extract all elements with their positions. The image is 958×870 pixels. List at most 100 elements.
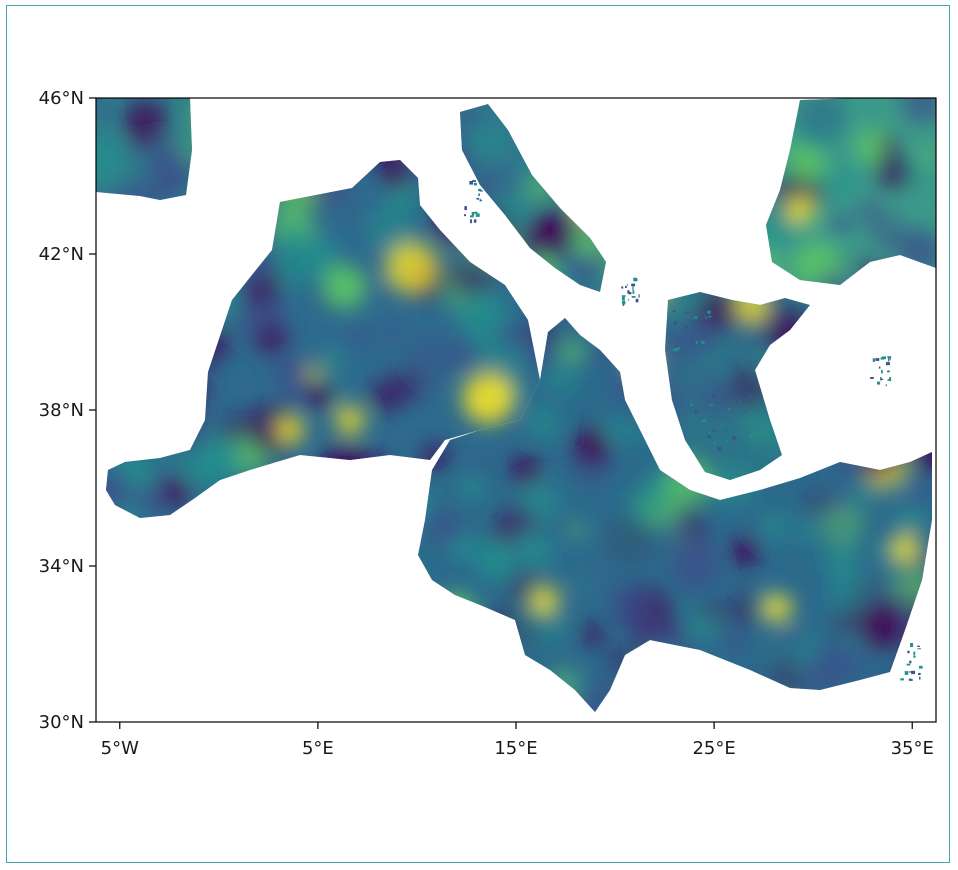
coast-speckle [638,294,640,298]
value-blotch [869,213,909,253]
coast-speckle [677,347,681,350]
value-blotch [797,519,818,540]
coast-speckle [709,431,711,434]
value-hotspot [531,586,559,614]
coast-speckle [631,296,636,298]
value-blotch [670,293,692,315]
coast-speckle [913,655,916,658]
value-blotch [828,571,874,617]
value-blotch [717,626,747,656]
coast-speckle [479,190,483,192]
value-blotch [322,265,367,309]
x-tick-label: 25°E [692,738,735,759]
coast-speckle [671,349,673,351]
coast-speckle [875,358,880,361]
coast-speckle [701,340,705,345]
value-blotch [271,354,295,378]
value-lowspot [731,538,759,566]
value-blotch [874,154,911,190]
value-blotch [576,427,609,461]
coast-speckle [880,378,884,380]
coast-speckle [887,357,890,362]
value-blotch [456,287,506,337]
value-blotch [703,604,722,623]
value-blotch [382,320,408,346]
value-blotch [428,509,464,545]
value-blotch [390,368,425,403]
value-blotch [122,98,168,143]
value-blotch [220,414,249,443]
coast-speckle [622,300,626,305]
value-blotch [319,346,344,371]
coast-speckle [673,321,677,325]
coast-speckle [621,295,626,297]
value-blotch [458,475,485,501]
coast-speckle [625,286,627,288]
value-blotch [512,528,540,556]
value-blotch [744,579,763,598]
coast-speckle [705,316,707,320]
value-blotch [524,227,551,253]
coast-speckle [906,663,911,666]
coast-speckle [913,651,916,656]
coast-speckle [886,362,890,366]
value-blotch [823,543,859,579]
coast-speckle [704,336,706,340]
coast-speckle [473,219,477,223]
value-blotch [509,571,540,601]
x-axis: 5°W 5°E 15°E 25°E 35°E [101,722,934,759]
value-blotch [145,145,194,194]
coast-speckle [882,356,886,360]
coast-speckle [749,394,753,398]
value-hotspot [786,196,814,224]
coast-speckle [726,439,728,444]
value-blotch [684,317,717,351]
value-blotch [96,98,111,121]
value-blotch [385,241,438,294]
coast-speckle [684,326,689,329]
x-tick-label: 15°E [494,738,537,759]
coast-speckle [621,296,625,301]
coast-speckle [904,671,909,675]
coast-speckle [911,642,913,646]
value-blotch [792,102,845,155]
value-blotch [342,321,375,353]
sea-region-western-med [106,160,540,518]
coast-speckle [478,193,480,196]
value-blotch [476,540,516,581]
coast-speckle [473,182,477,186]
value-hotspot [764,594,792,622]
coast-speckle [731,436,736,440]
coast-speckle [635,298,639,303]
coast-speckle [712,394,717,398]
coast-speckle [633,277,637,282]
coast-speckle [628,292,632,295]
value-blotch [297,237,340,279]
coast-speckle [909,671,913,673]
coast-speckle [708,315,712,318]
coast-speckle [632,290,635,294]
coast-speckle [907,650,910,654]
coast-speckle [707,310,711,314]
value-blotch [805,651,846,692]
value-blotch [749,514,768,533]
coast-speckle [880,376,882,381]
value-blotch [96,136,126,188]
coast-speckle [881,369,883,374]
coast-speckle [900,678,904,681]
coast-speckle [478,188,482,191]
coast-speckle [672,310,676,312]
value-blotch [463,264,482,283]
coast-speckle [713,441,716,445]
value-blotch [452,342,478,369]
y-axis: 30°N 34°N 38°N 42°N 46°N [39,88,96,733]
coast-speckle [917,648,921,650]
coast-speckle [889,377,892,382]
coast-speckle [705,327,710,330]
value-blotch [575,452,610,487]
value-blotch [278,222,308,252]
coast-speckle [889,357,891,361]
coast-speckle [472,180,476,182]
value-blotch [903,479,936,512]
coast-speckle [739,400,741,403]
